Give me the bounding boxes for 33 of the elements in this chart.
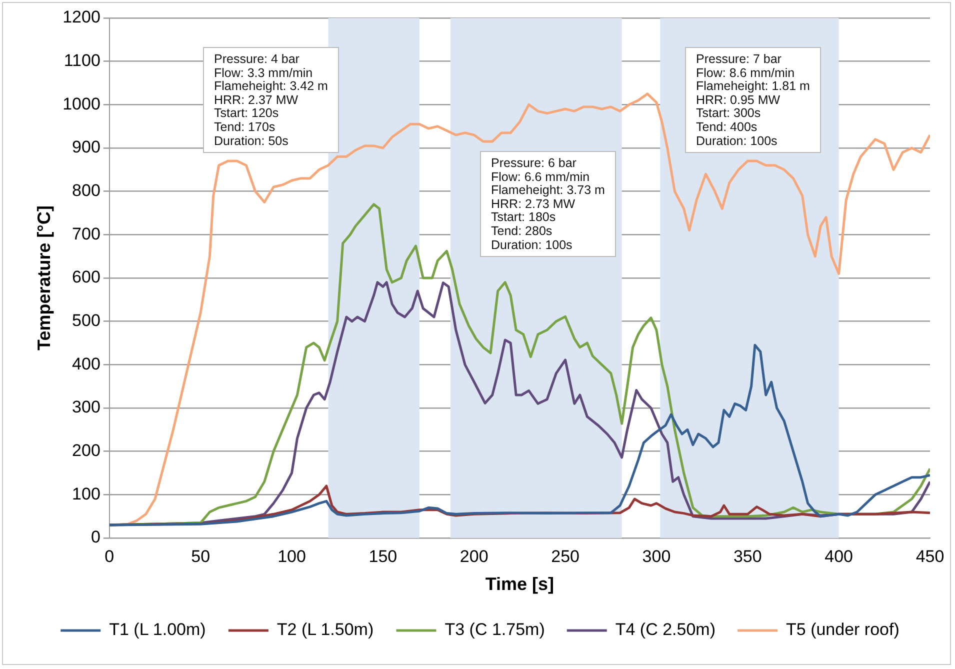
x-tick-label: 300: [642, 546, 671, 566]
x-tick-label: 200: [460, 546, 488, 566]
y-tick-label: 1000: [62, 94, 100, 114]
y-axis-title: Temperature [°C]: [34, 206, 54, 350]
y-tick-label: 0: [90, 528, 100, 547]
annotation: Pressure: 4 bar Flow: 3.3 mm/min Flameheight: 3.42 m HRR: 2.37 MW Tstart: 120s Tend: 170s Duration: 50s: [203, 47, 339, 154]
x-tick-label: 0: [104, 546, 114, 566]
legend-label: T1 (L 1.00m): [109, 620, 206, 640]
annotation: Pressure: 7 bar Flow: 8.6 mm/min Flameheight: 1.81 m HRR: 0.95 MW Tstart: 300s Tend: 400s Duration: 100s: [685, 47, 821, 154]
y-tick-label: 900: [72, 138, 100, 157]
annotation: Pressure: 6 bar Flow: 6.6 mm/min Flameheight: 3.73 m HRR: 2.73 MW Tstart: 180s Tend: 280s Duration: 100s: [480, 151, 616, 258]
x-tick-label: 450: [916, 546, 944, 566]
y-tick-label: 700: [72, 224, 100, 244]
y-tick-label: 1100: [64, 51, 100, 70]
x-tick-label: 50: [191, 546, 210, 566]
legend-label: T5 (under roof): [786, 620, 900, 640]
x-tick-label: 150: [368, 546, 398, 566]
x-tick-label: 350: [733, 546, 762, 566]
x-axis-title: Time [s]: [485, 574, 554, 594]
legend-label: T4 (C 2.50m): [615, 620, 716, 640]
y-tick-label: 400: [72, 354, 100, 374]
x-tick-label: 100: [278, 546, 306, 566]
legend-label: T2 (L 1.50m): [276, 620, 374, 640]
legend-label: T3 (C 1.75m): [444, 620, 545, 640]
y-tick-label: 800: [72, 181, 100, 200]
y-tick-label: 300: [72, 398, 100, 417]
y-tick-label: 500: [72, 311, 100, 330]
y-tick-label: 200: [72, 441, 100, 460]
x-tick-label: 400: [824, 546, 854, 566]
y-tick-label: 100: [72, 484, 100, 504]
x-tick-label: 250: [551, 546, 580, 566]
y-tick-label: 600: [72, 268, 100, 287]
y-tick-label: 1200: [62, 8, 100, 27]
